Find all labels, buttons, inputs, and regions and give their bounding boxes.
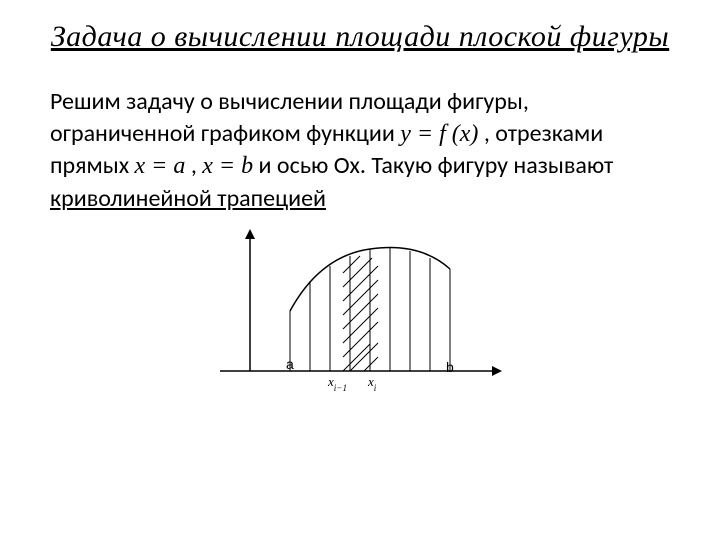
slide-title: Задача о вычислении площади плоской фигу… (50, 18, 670, 56)
slide-container: Задача о вычислении площади плоской фигу… (0, 0, 720, 540)
curvilinear-trapezoid-diagram: a b xi−1 xi (200, 221, 520, 401)
svg-text:b: b (446, 359, 454, 375)
text-part-3: и осью Ox. Такую фигуру называют (259, 151, 614, 180)
diagram-container: a b xi−1 xi (50, 221, 670, 406)
formula-xb: x = b (202, 153, 253, 179)
content-paragraph: Решим задачу о вычислении площади фигуры… (50, 86, 670, 216)
formula-fx: y = f (x) (400, 121, 478, 147)
svg-text:xi: xi (367, 374, 377, 393)
text-comma: , (191, 151, 202, 180)
svg-text:xi−1: xi−1 (327, 374, 347, 393)
svg-text:a: a (286, 356, 294, 372)
text-trapezoid: криволинейной трапецией (50, 184, 326, 213)
formula-xa: x = a (135, 153, 186, 179)
